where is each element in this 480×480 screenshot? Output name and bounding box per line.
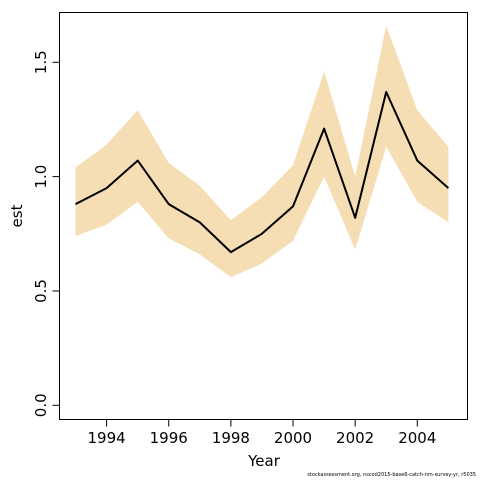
x-axis: 1994 1996 1998 2000 2002 2004 [88,419,436,447]
data-point-1997 [199,221,201,223]
data-point-2005 [447,187,449,189]
y-axis-title: est [8,204,26,227]
x-tick-label-2000: 2000 [274,429,312,447]
y-axis: 0.0 0.5 1.0 1.5 [32,50,60,417]
y-tick-label-1.0: 1.0 [32,165,50,189]
data-point-2002 [354,217,356,219]
estimate-line [75,91,450,254]
footer-note: stockassessment.org, nscod2015-base6-cat… [307,472,476,478]
y-tick-label-0.0: 0.0 [32,393,50,417]
x-tick-label-1994: 1994 [88,429,126,447]
confidence-band [75,25,449,278]
data-point-2003 [385,91,387,93]
data-point-1998 [230,251,232,253]
data-point-2004 [416,160,418,162]
confidence-band-layer [75,25,449,278]
data-point-1995 [137,160,139,162]
estimate-line-layer [75,91,450,254]
x-axis-title: Year [247,452,281,470]
data-point-1994 [106,187,108,189]
data-point-2000 [292,205,294,207]
data-point-1999 [261,233,263,235]
x-tick-label-1998: 1998 [212,429,250,447]
x-tick-label-2004: 2004 [398,429,436,447]
x-tick-label-2002: 2002 [336,429,374,447]
y-tick-label-0.5: 0.5 [32,279,50,303]
x-tick-label-1996: 1996 [150,429,188,447]
y-tick-label-1.5: 1.5 [32,50,50,74]
data-point-1993 [75,203,77,205]
data-point-2001 [323,128,325,130]
data-point-1996 [168,203,170,205]
